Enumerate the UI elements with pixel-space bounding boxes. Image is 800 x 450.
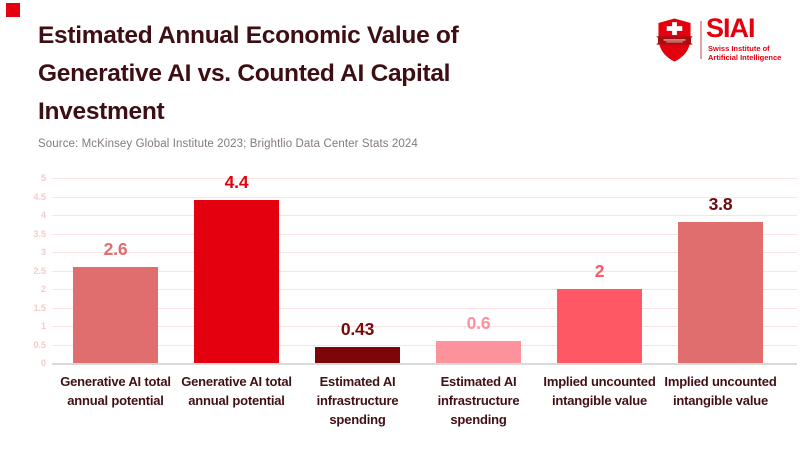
gridline [52, 307, 797, 309]
gridline [52, 344, 797, 346]
x-axis-category-label: Estimated AI infrastructure spending [437, 374, 520, 427]
page-title: Estimated Annual Economic Value of Gener… [38, 17, 628, 131]
x-axis-category-label: Generative AI total annual potential [181, 374, 292, 408]
bar [194, 200, 279, 363]
x-axis-line [52, 363, 797, 365]
gridline [52, 270, 797, 272]
logo-subtitle: Swiss Institute of Artificial Intelligen… [708, 44, 782, 62]
bar-value-label: 0.43 [340, 319, 375, 340]
y-axis-tick-label: 4.5 [33, 191, 46, 202]
bar [315, 347, 400, 363]
bar [678, 222, 763, 363]
bar [557, 289, 642, 363]
logo-subtitle-line: Artificial Intelligence [708, 52, 782, 62]
accent-square [6, 3, 20, 17]
y-axis-tick-label: 2.5 [33, 265, 46, 276]
page-title-line: Generative AI vs. Counted AI Capital [38, 60, 451, 87]
gridline [52, 196, 797, 198]
gridline [52, 252, 797, 253]
x-axis-category-label: Implied uncounted intangible value [664, 374, 777, 408]
y-axis-tick-label: 0 [40, 358, 46, 368]
source-caption: Source: McKinsey Global Institute 2023; … [38, 138, 418, 150]
page-title-line: Investment [38, 98, 165, 125]
gridline [52, 215, 797, 216]
gridline [52, 289, 797, 290]
page-title-line: Estimated Annual Economic Value of [38, 22, 459, 49]
y-axis-tick-label: 1 [40, 321, 46, 331]
y-axis-tick-label: 4 [40, 210, 46, 220]
gridline [52, 178, 797, 179]
y-axis-tick-label: 2 [40, 284, 46, 294]
y-axis-tick-label: 0.5 [33, 339, 46, 350]
bar-value-label: 2.6 [103, 238, 128, 259]
bar-value-label: 3.8 [708, 194, 733, 215]
bar-value-label: 2 [594, 261, 605, 281]
gridline [52, 326, 797, 327]
bar [73, 266, 158, 363]
logo-divider [700, 21, 702, 59]
logo-subtitle-line: Swiss Institute of [708, 44, 770, 53]
gridline [52, 233, 797, 235]
siai-shield-icon [656, 18, 693, 62]
y-axis-tick-label: 5 [40, 173, 46, 183]
logo-wordmark: SIAI [706, 13, 756, 43]
x-axis-category-label: Estimated AI infrastructure spending [316, 374, 399, 427]
x-axis-category-label: Implied uncounted intangible value [543, 374, 656, 408]
y-axis-tick-label: 1.5 [33, 302, 46, 313]
bar-value-label: 4.4 [224, 172, 249, 193]
bar [436, 340, 521, 363]
bar-chart: 0 0.5 1 1.5 2 2.5 3 3.5 4 4.5 5 2.6 Generative AI to… [0, 170, 800, 450]
bar-value-label: 0.6 [466, 312, 491, 333]
y-axis-tick-label: 3 [40, 247, 46, 257]
x-axis-category-label: Generative AI total annual potential [60, 374, 171, 408]
y-axis-tick-label: 3.5 [33, 228, 46, 239]
